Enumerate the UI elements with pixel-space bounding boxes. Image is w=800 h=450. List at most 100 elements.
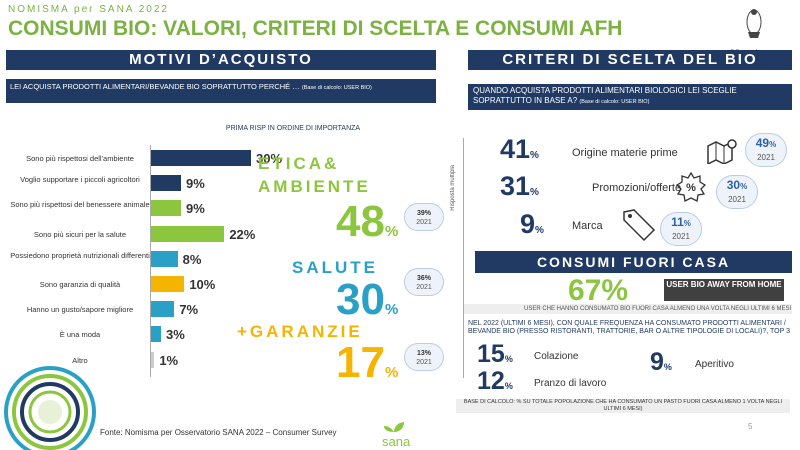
prev-pill-marca: 11% 2021 xyxy=(660,212,702,246)
category-label: Altro xyxy=(72,355,88,365)
bar xyxy=(151,301,175,318)
criterion-value-marca: 9% xyxy=(520,209,544,240)
afh-note: USER CHE HANNO CONSUMATO BIO FUORI CASA … xyxy=(464,304,792,314)
price-tag-icon xyxy=(623,209,656,242)
group-word-ambiente: AMBIENTE xyxy=(258,177,371,196)
bar xyxy=(151,225,225,242)
criterion-pct: % xyxy=(530,150,539,161)
bar xyxy=(151,250,178,267)
afh-number: 15 xyxy=(477,340,505,368)
pill-year: 2021 xyxy=(416,359,432,366)
logo-emblem-icon xyxy=(746,9,762,38)
afh-number: 12 xyxy=(477,367,505,395)
criterion-pct: % xyxy=(535,225,544,236)
criterion-value-origine: 41% xyxy=(500,134,539,165)
bar xyxy=(151,351,155,368)
group-value-number: 48 xyxy=(336,197,385,246)
criterion-label-marca: Marca xyxy=(572,220,603,232)
category-label: Sono più rispettosi del benessere animal… xyxy=(10,200,150,210)
category-label: Sono più rispettosi dell'ambiente xyxy=(26,154,134,163)
afh-question: NEL 2022 (ULTIMI 6 MESI), CON QUALE FREQ… xyxy=(468,320,790,335)
group-value-number: 17 xyxy=(336,338,385,387)
bar xyxy=(151,175,181,192)
group-value-number: 30 xyxy=(336,275,385,324)
question-text: LEI ACQUISTA PRODOTTI ALIMENTARI/BEVANDE… xyxy=(10,82,300,91)
prev-pct: % xyxy=(769,140,777,149)
section-title-motivi: MOTIVI D’ACQUISTO xyxy=(6,50,436,70)
bar-value-label: 9% xyxy=(186,201,205,217)
group-word-garanzie: +GARANZIE xyxy=(237,322,363,341)
prev-pill-promo: 30% 2021 xyxy=(716,175,758,209)
group-value-pct: % xyxy=(384,223,399,240)
bar-value-label: 9% xyxy=(186,176,205,192)
category-label: Hanno un gusto/sapore migliore xyxy=(26,305,134,315)
source-note: Fonte: Nomisma per Osservatorio SANA 202… xyxy=(100,428,337,437)
question-criteri: QUANDO ACQUISTA PRODOTTI ALIMENTARI BIOL… xyxy=(468,84,792,110)
bar xyxy=(151,150,251,166)
svg-text:%: % xyxy=(686,182,696,194)
multiple-answer-note: Risposta multipla xyxy=(450,165,456,211)
afh-label-pranzo: Pranzo di lavoro xyxy=(534,378,607,389)
group-word-etica: ETICA& xyxy=(258,154,340,173)
pill-value: 39% xyxy=(416,210,431,217)
pill-value: 36% xyxy=(416,275,431,282)
prev-pct: % xyxy=(740,182,748,191)
map-pin-icon xyxy=(707,139,737,164)
bar-value-label: 7% xyxy=(179,302,199,318)
bar xyxy=(151,326,161,343)
sana-leaf-icon: sana xyxy=(382,422,411,449)
bar xyxy=(151,200,181,217)
prev-pct: % xyxy=(683,219,691,228)
afh-box: USER BIO AWAY FROM HOME xyxy=(664,279,784,301)
prev-pill-origine: 49% 2021 xyxy=(745,133,787,167)
question-base: (Base di calcolo: USER BIO) xyxy=(301,85,372,91)
vertical-rule xyxy=(463,138,464,378)
bar-value-label: 3% xyxy=(166,327,185,343)
pill-2021-garanzie: 13% 2021 xyxy=(404,343,444,371)
afh-label-aperitivo: Aperitivo xyxy=(695,359,734,370)
category-label: Voglio supportare i piccoli agricoltori xyxy=(20,175,140,185)
pill-year: 2021 xyxy=(416,219,432,226)
section-title-criteri: CRITERI DI SCELTA DEL BIO xyxy=(468,50,792,70)
percent-badge-icon: % xyxy=(676,172,706,202)
group-value-pct: % xyxy=(384,301,399,318)
prev-year: 2021 xyxy=(672,232,690,241)
criterion-value-promo: 31% xyxy=(500,171,539,202)
group-value-etica: 48% xyxy=(336,200,398,254)
group-value-salute: 30% xyxy=(336,278,398,332)
bar-value-label: 30% xyxy=(256,151,283,166)
afh-number: 9 xyxy=(650,348,664,376)
afh-value-pranzo: 12% xyxy=(477,367,513,396)
afh-value-aperitivo: 9% xyxy=(650,348,672,377)
prev-value: 30 xyxy=(726,178,741,192)
category-label: Possiedono proprietà nutrizionali differ… xyxy=(10,250,150,260)
sana-logo-text: sana xyxy=(382,434,411,448)
bar-value-label: 22% xyxy=(229,226,256,242)
pill-value: 13% xyxy=(416,350,431,357)
section-title-afh: CONSUMI FUORI CASA xyxy=(475,251,792,273)
category-label: Sono più sicuri per la salute xyxy=(33,229,127,239)
chart-caption: PRIMA RISP IN ORDINE DI IMPORTANZA xyxy=(225,125,361,132)
sana-logo: sana xyxy=(380,420,420,449)
criterion-number: 41 xyxy=(500,134,531,164)
criterion-label-promo: Promozioni/offerte xyxy=(592,182,682,194)
afh-pct: % xyxy=(504,381,513,391)
group-value-pct: % xyxy=(384,364,399,381)
question-motivi: LEI ACQUISTA PRODOTTI ALIMENTARI/BEVANDE… xyxy=(6,79,436,103)
page-number: 5 xyxy=(748,422,753,431)
pill-year: 2021 xyxy=(416,284,432,291)
chart-axis xyxy=(150,145,151,377)
afh-share-value: 67% xyxy=(568,274,629,307)
prev-year: 2021 xyxy=(757,153,775,162)
category-label: Sono garanzia di qualità xyxy=(39,280,121,289)
afh-label-colazione: Colazione xyxy=(534,351,579,362)
question-base: (Base di calcolo: USER BIO) xyxy=(579,99,650,105)
bar xyxy=(151,276,185,292)
header-kicker: NOMISMA per SANA 2022 xyxy=(8,4,169,15)
afh-pct: % xyxy=(504,354,513,364)
group-value-garanzie: 17% xyxy=(336,341,398,395)
criterion-label-origine: Origine materie prime xyxy=(572,147,678,159)
base-note: BASE DI CALCOLO: % SU TOTALE POPOLAZIONE… xyxy=(456,399,790,413)
page-title: CONSUMI BIO: VALORI, CRITERI DI SCELTA E… xyxy=(8,17,623,40)
criterion-number: 31 xyxy=(500,171,531,201)
